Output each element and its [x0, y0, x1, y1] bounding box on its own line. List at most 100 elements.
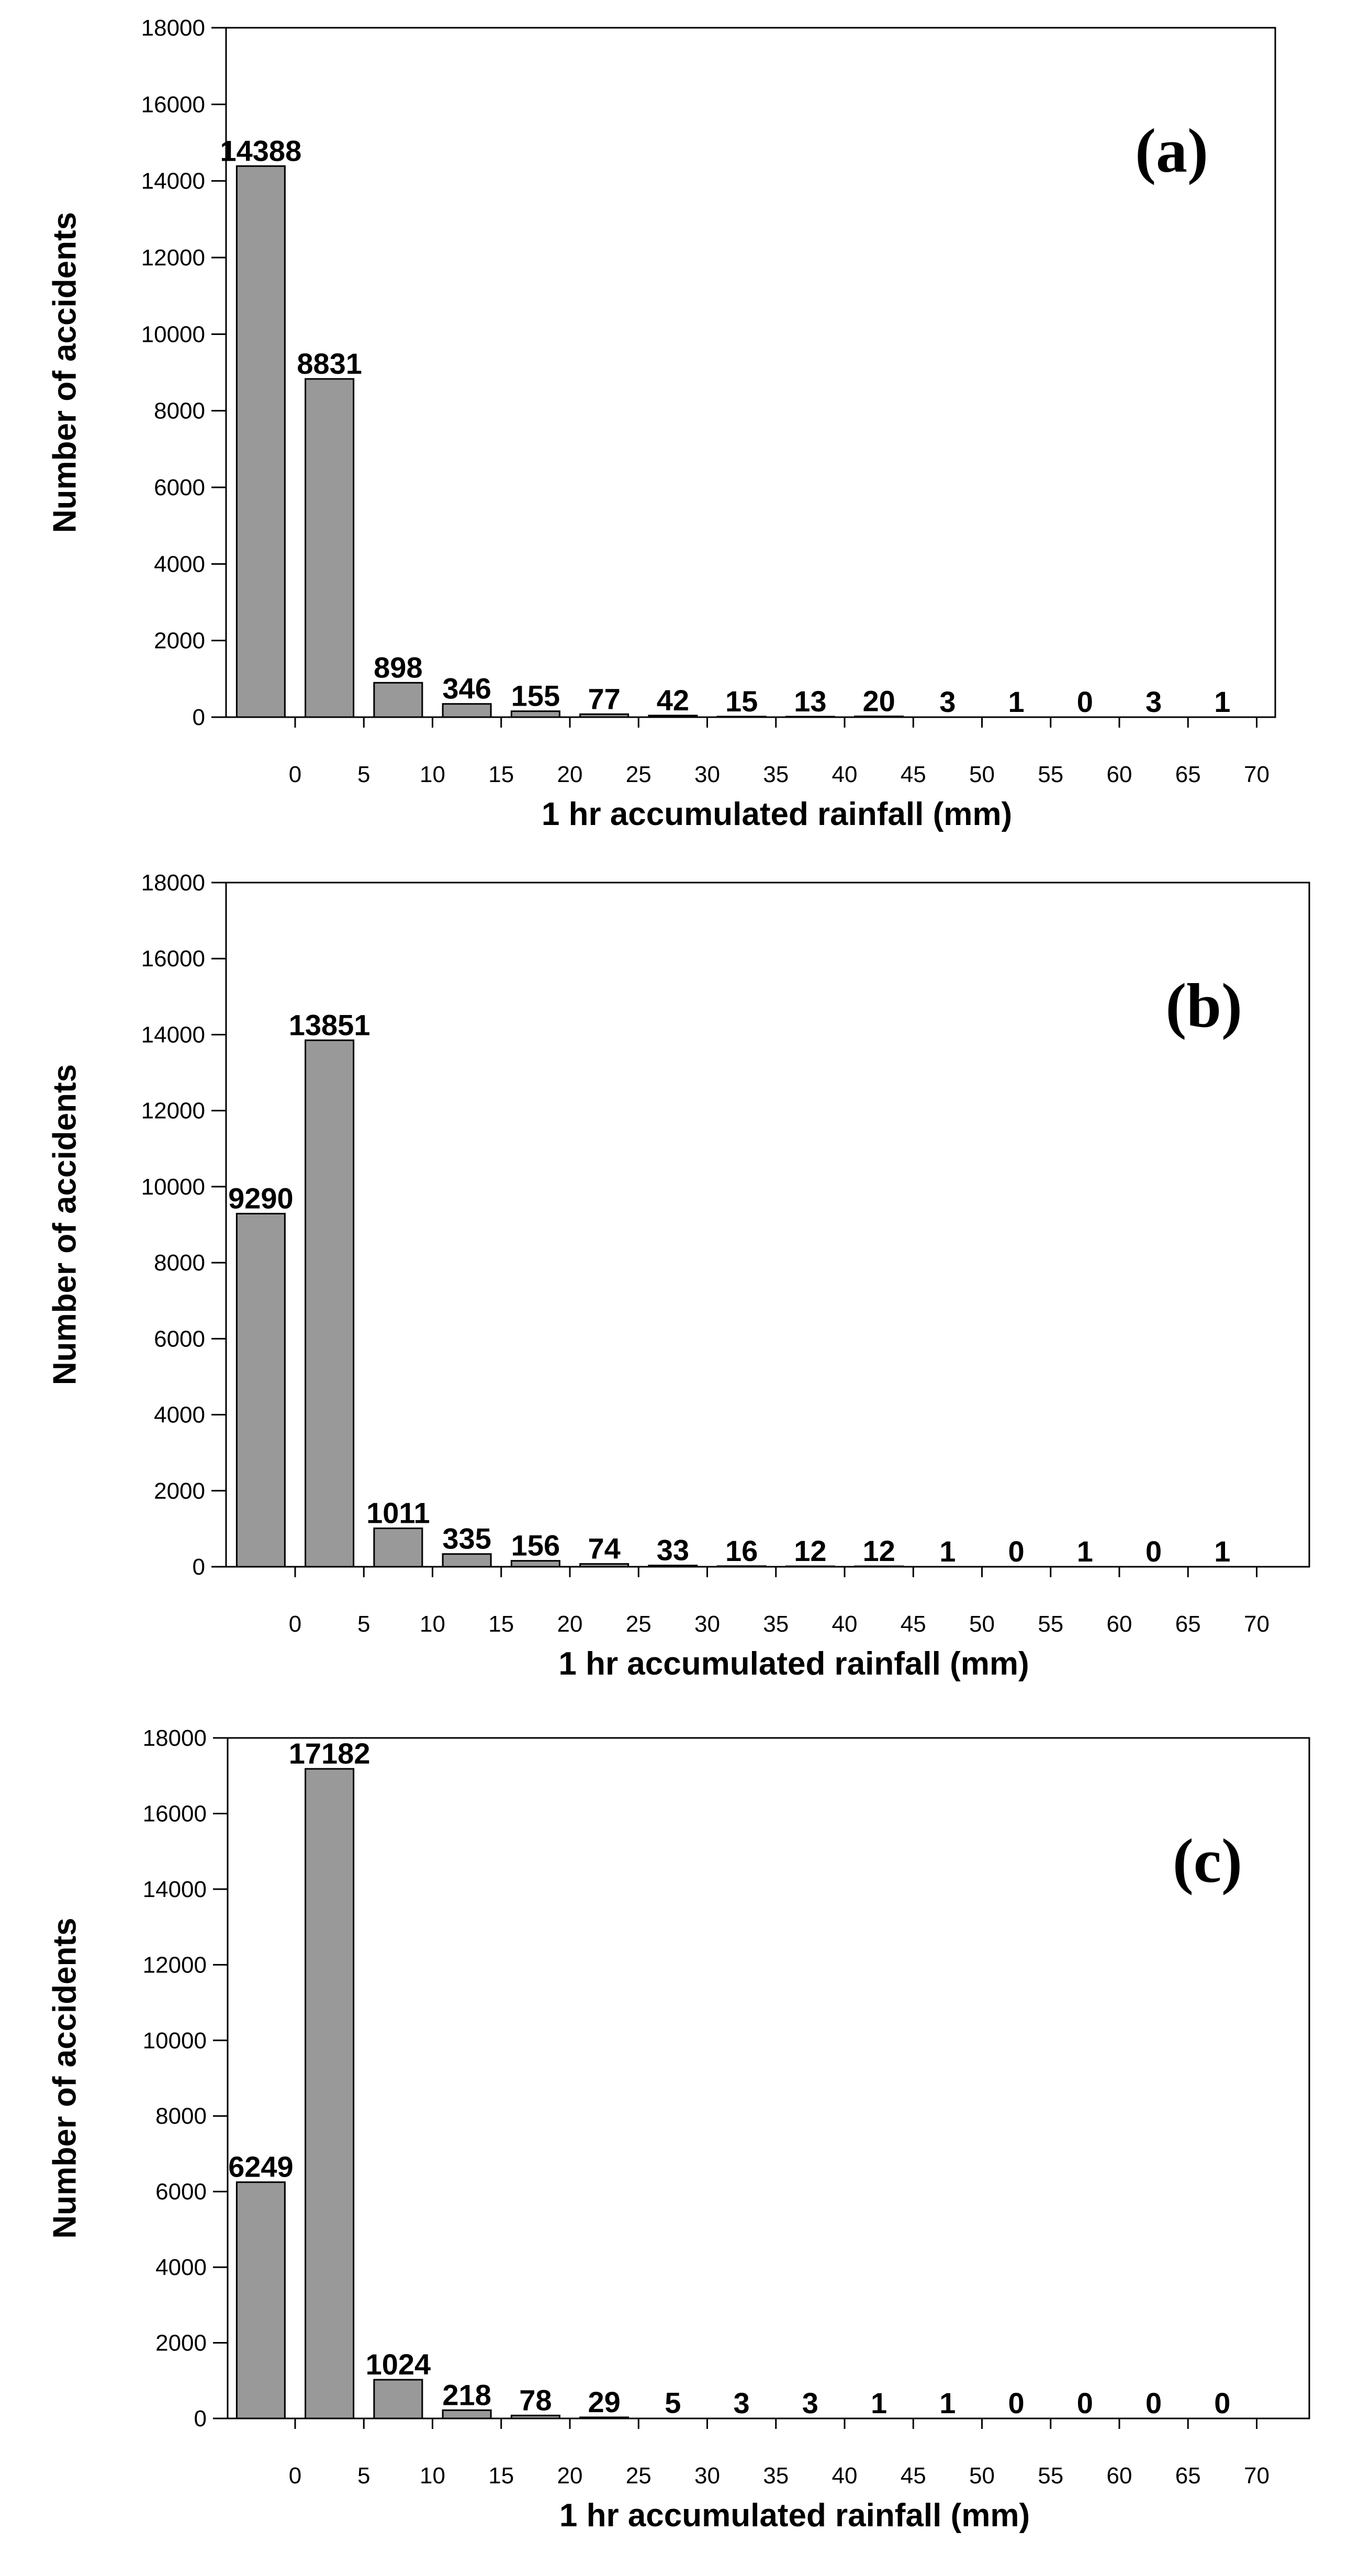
- bar-5-10: [373, 1527, 423, 1568]
- bar-15-20: [510, 710, 560, 718]
- y-tick-label: 16000: [143, 1801, 207, 1826]
- bar-25-30: [648, 1565, 698, 1568]
- y-tick-label: 16000: [141, 946, 205, 972]
- data-label: 12: [862, 1534, 895, 1567]
- y-tick-label: 0: [194, 2406, 207, 2432]
- y-tick-label: 6000: [154, 475, 205, 500]
- x-tick-label: 10: [420, 2463, 445, 2489]
- data-label: 8831: [297, 347, 362, 380]
- bar-0-5: [305, 1768, 355, 2419]
- y-tick-label: 10000: [141, 1174, 205, 1200]
- x-tick-label: 25: [626, 762, 651, 787]
- x-tick-label: 70: [1244, 1611, 1270, 1637]
- data-label: 9290: [228, 1181, 294, 1214]
- data-label: 42: [657, 684, 689, 717]
- x-tick-label: 20: [557, 2463, 583, 2489]
- y-tick-label: 6000: [155, 2179, 207, 2205]
- y-tick-label: 16000: [141, 92, 205, 117]
- data-label: 29: [588, 2385, 620, 2418]
- bar-20-25: [579, 713, 630, 718]
- y-tick-label: 10000: [143, 2028, 207, 2054]
- y-tick-label: 12000: [141, 1098, 205, 1124]
- panel-label: (a): [1135, 116, 1208, 185]
- plot-frame: [225, 882, 1310, 1568]
- bar-20-25: [579, 2416, 630, 2419]
- x-tick-label: 5: [357, 1611, 370, 1637]
- y-tick-label: 18000: [141, 870, 205, 896]
- bar-40-45: [854, 1565, 904, 1568]
- x-tick-label: 10: [420, 1611, 445, 1637]
- data-label: 3: [939, 685, 956, 718]
- x-tick-label: 60: [1107, 2463, 1132, 2489]
- x-tick-label: 25: [626, 2463, 651, 2489]
- data-label: 1: [1077, 1535, 1093, 1568]
- data-label: 78: [519, 2383, 552, 2416]
- data-label: 0: [1008, 2387, 1025, 2419]
- bar-10-15: [442, 703, 492, 718]
- chart-panel-1: 0200040006000800010000120001400016000180…: [47, 15, 1276, 832]
- x-tick-label: 35: [763, 2463, 789, 2489]
- data-label: 16: [725, 1534, 758, 1567]
- y-tick-label: 0: [193, 705, 205, 730]
- chart-panel-3: 0200040006000800010000120001400016000180…: [47, 1725, 1310, 2534]
- plot-frame: [225, 27, 1276, 718]
- x-tick-label: 40: [832, 1611, 858, 1637]
- data-label: 156: [511, 1529, 560, 1562]
- data-label: 3: [1145, 685, 1162, 718]
- data-label: 0: [1145, 2387, 1162, 2419]
- x-tick-label: 20: [557, 1611, 583, 1637]
- y-tick-label: 8000: [154, 1250, 205, 1276]
- data-label: 3: [802, 2387, 818, 2419]
- y-tick-label: 14000: [141, 1022, 205, 1047]
- x-tick-label: 20: [557, 762, 583, 787]
- data-label: 0: [1077, 2387, 1093, 2419]
- y-tick-label: 2000: [155, 2330, 207, 2356]
- bar-0-5: [305, 378, 355, 718]
- bar-5-10: [373, 682, 423, 718]
- chart-panel-2: 0200040006000800010000120001400016000180…: [47, 870, 1310, 1682]
- x-axis-title: 1 hr accumulated rainfall (mm): [558, 1646, 1029, 1682]
- x-tick-label: 55: [1038, 2463, 1063, 2489]
- panel-label: (c): [1173, 1826, 1242, 1895]
- data-label: 14388: [220, 134, 302, 167]
- data-label: 77: [588, 682, 620, 715]
- x-tick-label: 50: [969, 1611, 995, 1637]
- x-tick-label: 30: [694, 2463, 720, 2489]
- data-label: 0: [1008, 1535, 1025, 1568]
- y-tick-label: 2000: [154, 628, 205, 654]
- bar-0-5: [305, 1039, 355, 1568]
- data-label: 1024: [366, 2348, 431, 2381]
- data-label: 1: [939, 1535, 956, 1568]
- data-label: 3: [734, 2387, 750, 2419]
- bar-15-20: [510, 2414, 560, 2419]
- bar-30-35: [716, 1565, 767, 1568]
- x-tick-label: 65: [1175, 762, 1201, 787]
- data-label: 218: [442, 2378, 491, 2411]
- bar-25-30: [648, 715, 698, 718]
- data-label: 346: [442, 672, 491, 705]
- y-tick-label: 8000: [154, 398, 205, 424]
- data-label: 1011: [366, 1497, 430, 1530]
- data-label: 20: [862, 685, 895, 718]
- bar-<0: [235, 165, 286, 718]
- y-tick-label: 10000: [141, 321, 205, 347]
- data-label: 74: [588, 1532, 620, 1565]
- data-label: 13: [794, 685, 826, 718]
- y-tick-label: 4000: [154, 551, 205, 577]
- x-tick-label: 30: [694, 762, 720, 787]
- y-tick-label: 0: [193, 1554, 205, 1580]
- data-label: 155: [511, 679, 560, 712]
- y-axis-title: Number of accidents: [47, 212, 83, 533]
- x-tick-label: 15: [488, 762, 514, 787]
- x-axis-title: 1 hr accumulated rainfall (mm): [542, 796, 1012, 832]
- y-tick-label: 18000: [141, 15, 205, 41]
- x-tick-label: 5: [357, 762, 370, 787]
- x-axis-title: 1 hr accumulated rainfall (mm): [559, 2497, 1030, 2534]
- x-tick-label: 55: [1038, 1611, 1063, 1637]
- data-label: 1: [871, 2387, 887, 2419]
- x-tick-label: 65: [1175, 2463, 1201, 2489]
- y-axis-title: Number of accidents: [47, 1917, 83, 2238]
- x-tick-label: 65: [1175, 1611, 1201, 1637]
- data-label: 5: [665, 2387, 681, 2419]
- plot-frame: [227, 1737, 1310, 2419]
